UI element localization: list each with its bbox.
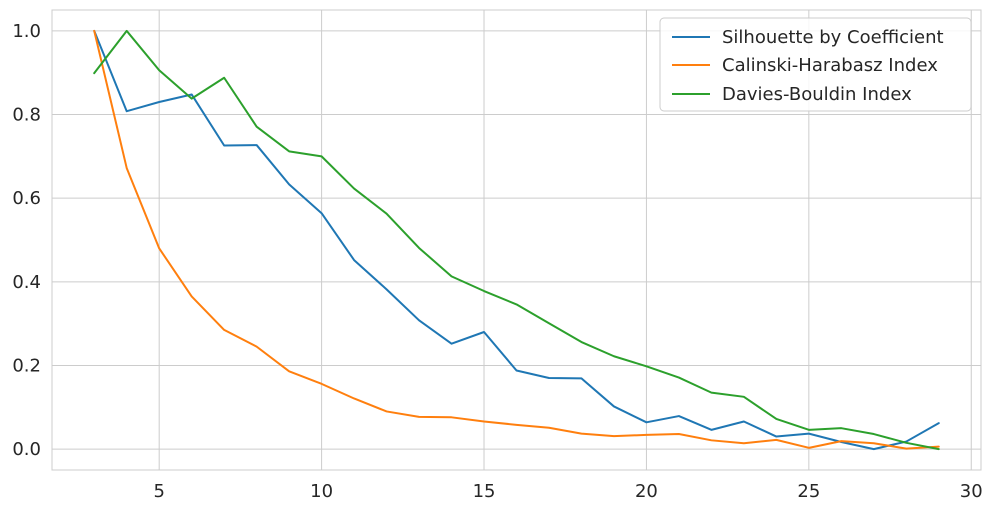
y-tick-label: 1.0 xyxy=(12,21,41,42)
legend-label-silhouette: Silhouette by Coefficient xyxy=(722,27,944,48)
legend: Silhouette by Coefficient Calinski-Harab… xyxy=(660,18,971,111)
x-tick-label: 25 xyxy=(797,481,820,502)
y-tick-label: 0.4 xyxy=(12,272,41,293)
y-tick-label: 0.0 xyxy=(12,439,41,460)
x-tick-label: 10 xyxy=(310,481,333,502)
x-tick-label: 15 xyxy=(473,481,496,502)
y-tick-label: 0.6 xyxy=(12,188,41,209)
x-tick-label: 30 xyxy=(960,481,983,502)
y-tick-label: 0.8 xyxy=(12,105,41,126)
legend-label-davies: Davies-Bouldin Index xyxy=(722,84,912,105)
x-tick-label: 5 xyxy=(153,481,164,502)
y-tick-label: 0.2 xyxy=(12,355,41,376)
x-axis-ticks: 5 10 15 20 25 30 xyxy=(153,481,982,502)
x-tick-label: 20 xyxy=(635,481,658,502)
legend-label-calinski: Calinski-Harabasz Index xyxy=(722,55,938,76)
y-axis-ticks: 0.0 0.2 0.4 0.6 0.8 1.0 xyxy=(12,21,41,460)
